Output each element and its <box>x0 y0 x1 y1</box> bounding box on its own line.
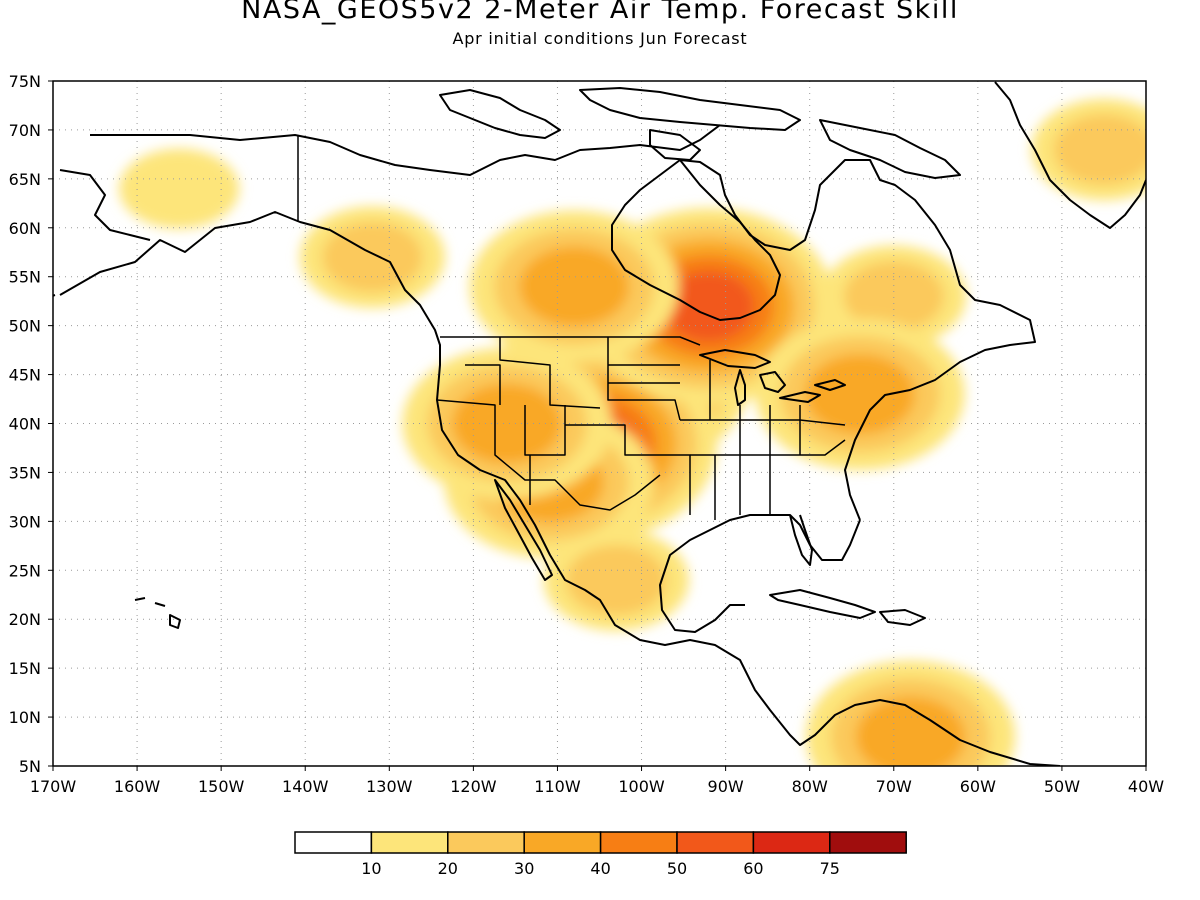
colorbar-swatch <box>599 831 678 854</box>
lon-tick-label: 70W <box>876 777 912 796</box>
colorbar-label: 20 <box>438 859 458 878</box>
colorbar-swatch <box>294 831 373 854</box>
colorbar-swatch <box>447 831 525 854</box>
colorbar-label: 50 <box>667 859 687 878</box>
lon-tick-label: 60W <box>960 777 996 796</box>
lat-tick-label: 10N <box>9 708 41 727</box>
lon-tick-label: 150W <box>198 777 245 796</box>
lat-tick-label: 50N <box>9 317 41 336</box>
lon-tick-label: 160W <box>114 777 161 796</box>
map-subtitle: Apr initial conditions Jun Forecast <box>452 29 748 48</box>
lat-tick-label: 55N <box>9 268 41 287</box>
colorbar-swatch <box>829 831 907 854</box>
skill-blob <box>1053 114 1146 185</box>
colorbar-swatch <box>752 831 831 854</box>
latitude-labels: 75N 70N 65N 60N 55N 50N 45N 40N 35N 30N 25N 20N 15N 1… <box>9 72 53 776</box>
lon-tick-label: 90W <box>708 777 744 796</box>
lat-tick-label: 65N <box>9 170 41 189</box>
skill-blob <box>843 261 944 332</box>
lat-tick-label: 5N <box>19 757 41 776</box>
lat-tick-label: 20N <box>9 610 41 629</box>
colorbar: 10 20 30 40 50 60 75 <box>294 831 907 878</box>
lat-tick-label: 25N <box>9 561 41 580</box>
lon-tick-label: 40W <box>1128 777 1164 796</box>
lon-tick-label: 170W <box>30 777 77 796</box>
lat-tick-label: 60N <box>9 219 41 238</box>
skill-blob <box>855 696 966 766</box>
colorbar-label: 10 <box>361 859 381 878</box>
lon-tick-label: 130W <box>366 777 413 796</box>
lat-tick-label: 75N <box>9 72 41 91</box>
lon-tick-label: 80W <box>792 777 828 796</box>
lon-tick-label: 110W <box>534 777 581 796</box>
longitude-labels: 170W 160W 150W 140W 130W 120W 110W 100W 90W 80W 70… <box>30 766 1164 796</box>
lat-tick-label: 15N <box>9 659 41 678</box>
lon-tick-label: 50W <box>1044 777 1080 796</box>
colorbar-label: 30 <box>514 859 534 878</box>
colorbar-label: 75 <box>820 859 840 878</box>
lon-tick-label: 140W <box>282 777 329 796</box>
lon-tick-label: 100W <box>618 777 665 796</box>
colorbar-swatch <box>523 831 602 854</box>
skill-blob <box>322 222 423 293</box>
skill-blob <box>119 148 240 229</box>
lon-tick-label: 120W <box>450 777 497 796</box>
colorbar-label: 60 <box>743 859 763 878</box>
colorbar-swatch <box>370 831 449 854</box>
skill-blob <box>566 545 667 616</box>
lat-tick-label: 35N <box>9 463 41 482</box>
skill-blob <box>663 271 754 342</box>
lat-tick-label: 45N <box>9 366 41 385</box>
lat-tick-label: 70N <box>9 121 41 140</box>
map-title: NASA_GEOS5v2 2-Meter Air Temp. Forecast … <box>241 0 959 25</box>
skill-blob <box>519 246 630 327</box>
coastlines <box>53 81 1146 766</box>
lat-tick-label: 30N <box>9 512 41 531</box>
colorbar-swatch <box>676 831 755 854</box>
colorbar-label: 40 <box>590 859 610 878</box>
lat-tick-label: 40N <box>9 415 41 434</box>
